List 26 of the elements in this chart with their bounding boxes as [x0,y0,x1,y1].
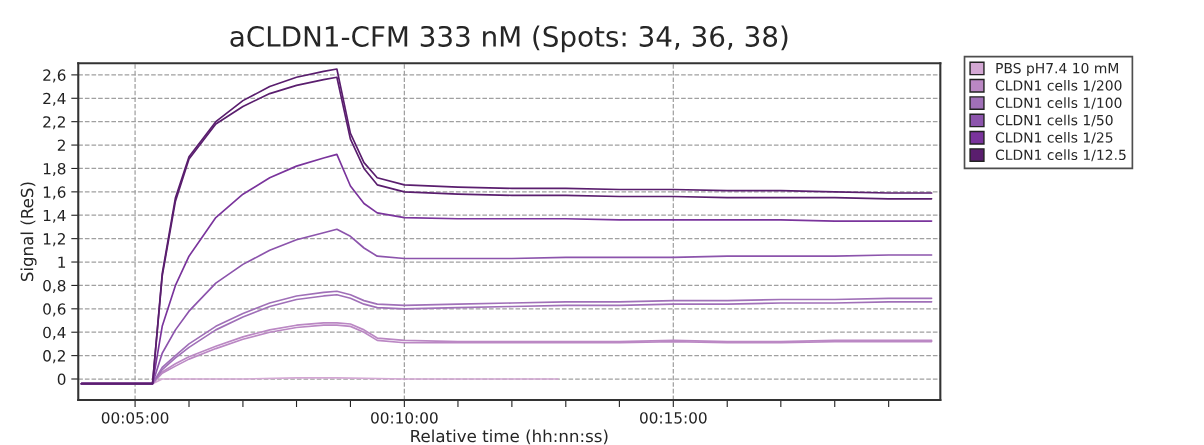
y-tick-label: 2,2 [43,116,65,130]
y-tick-label: 0,6 [43,303,66,317]
legend-label: PBS pH7.4 10 mM [996,62,1118,77]
y-tick-label: 1,2 [43,233,65,247]
y-tick-label: 2 [57,139,65,151]
y-tick-label: 2,6 [43,69,66,83]
y-tick-label: 0,4 [43,326,66,340]
x-axis-title: Relative time (hh:nn:ss) [411,429,608,445]
x-tick-label: 00:05:00 [101,412,169,424]
x-tick-label: 00:10:00 [371,412,438,424]
y-axis-title: Signal (ReS) [20,182,37,282]
y-tick-label: 0 [57,373,66,386]
y-tick-label: 1,8 [43,162,66,177]
chart-title: aCLDN1-CFM 333 nM (Spots: 34, 36, 38) [230,25,788,53]
legend-label: CLDN1 cells 1/100 [995,97,1122,110]
legend-label: CLDN1 cells 1/12.5 [995,149,1126,162]
y-tick-label: 2,4 [43,92,66,106]
y-tick-label: 0,2 [43,350,65,364]
x-tick-label: 00:15:00 [640,412,707,424]
y-tick-label: 1,4 [43,209,66,223]
y-tick-label: 1,6 [43,186,66,200]
y-tick-label: 0,8 [43,279,66,294]
legend-label: CLDN1 cells 1/50 [995,114,1113,127]
legend-label: CLDN1 cells 1/25 [995,131,1113,144]
y-tick-label: 1 [58,256,66,268]
legend-label: CLDN1 cells 1/200 [995,79,1122,92]
